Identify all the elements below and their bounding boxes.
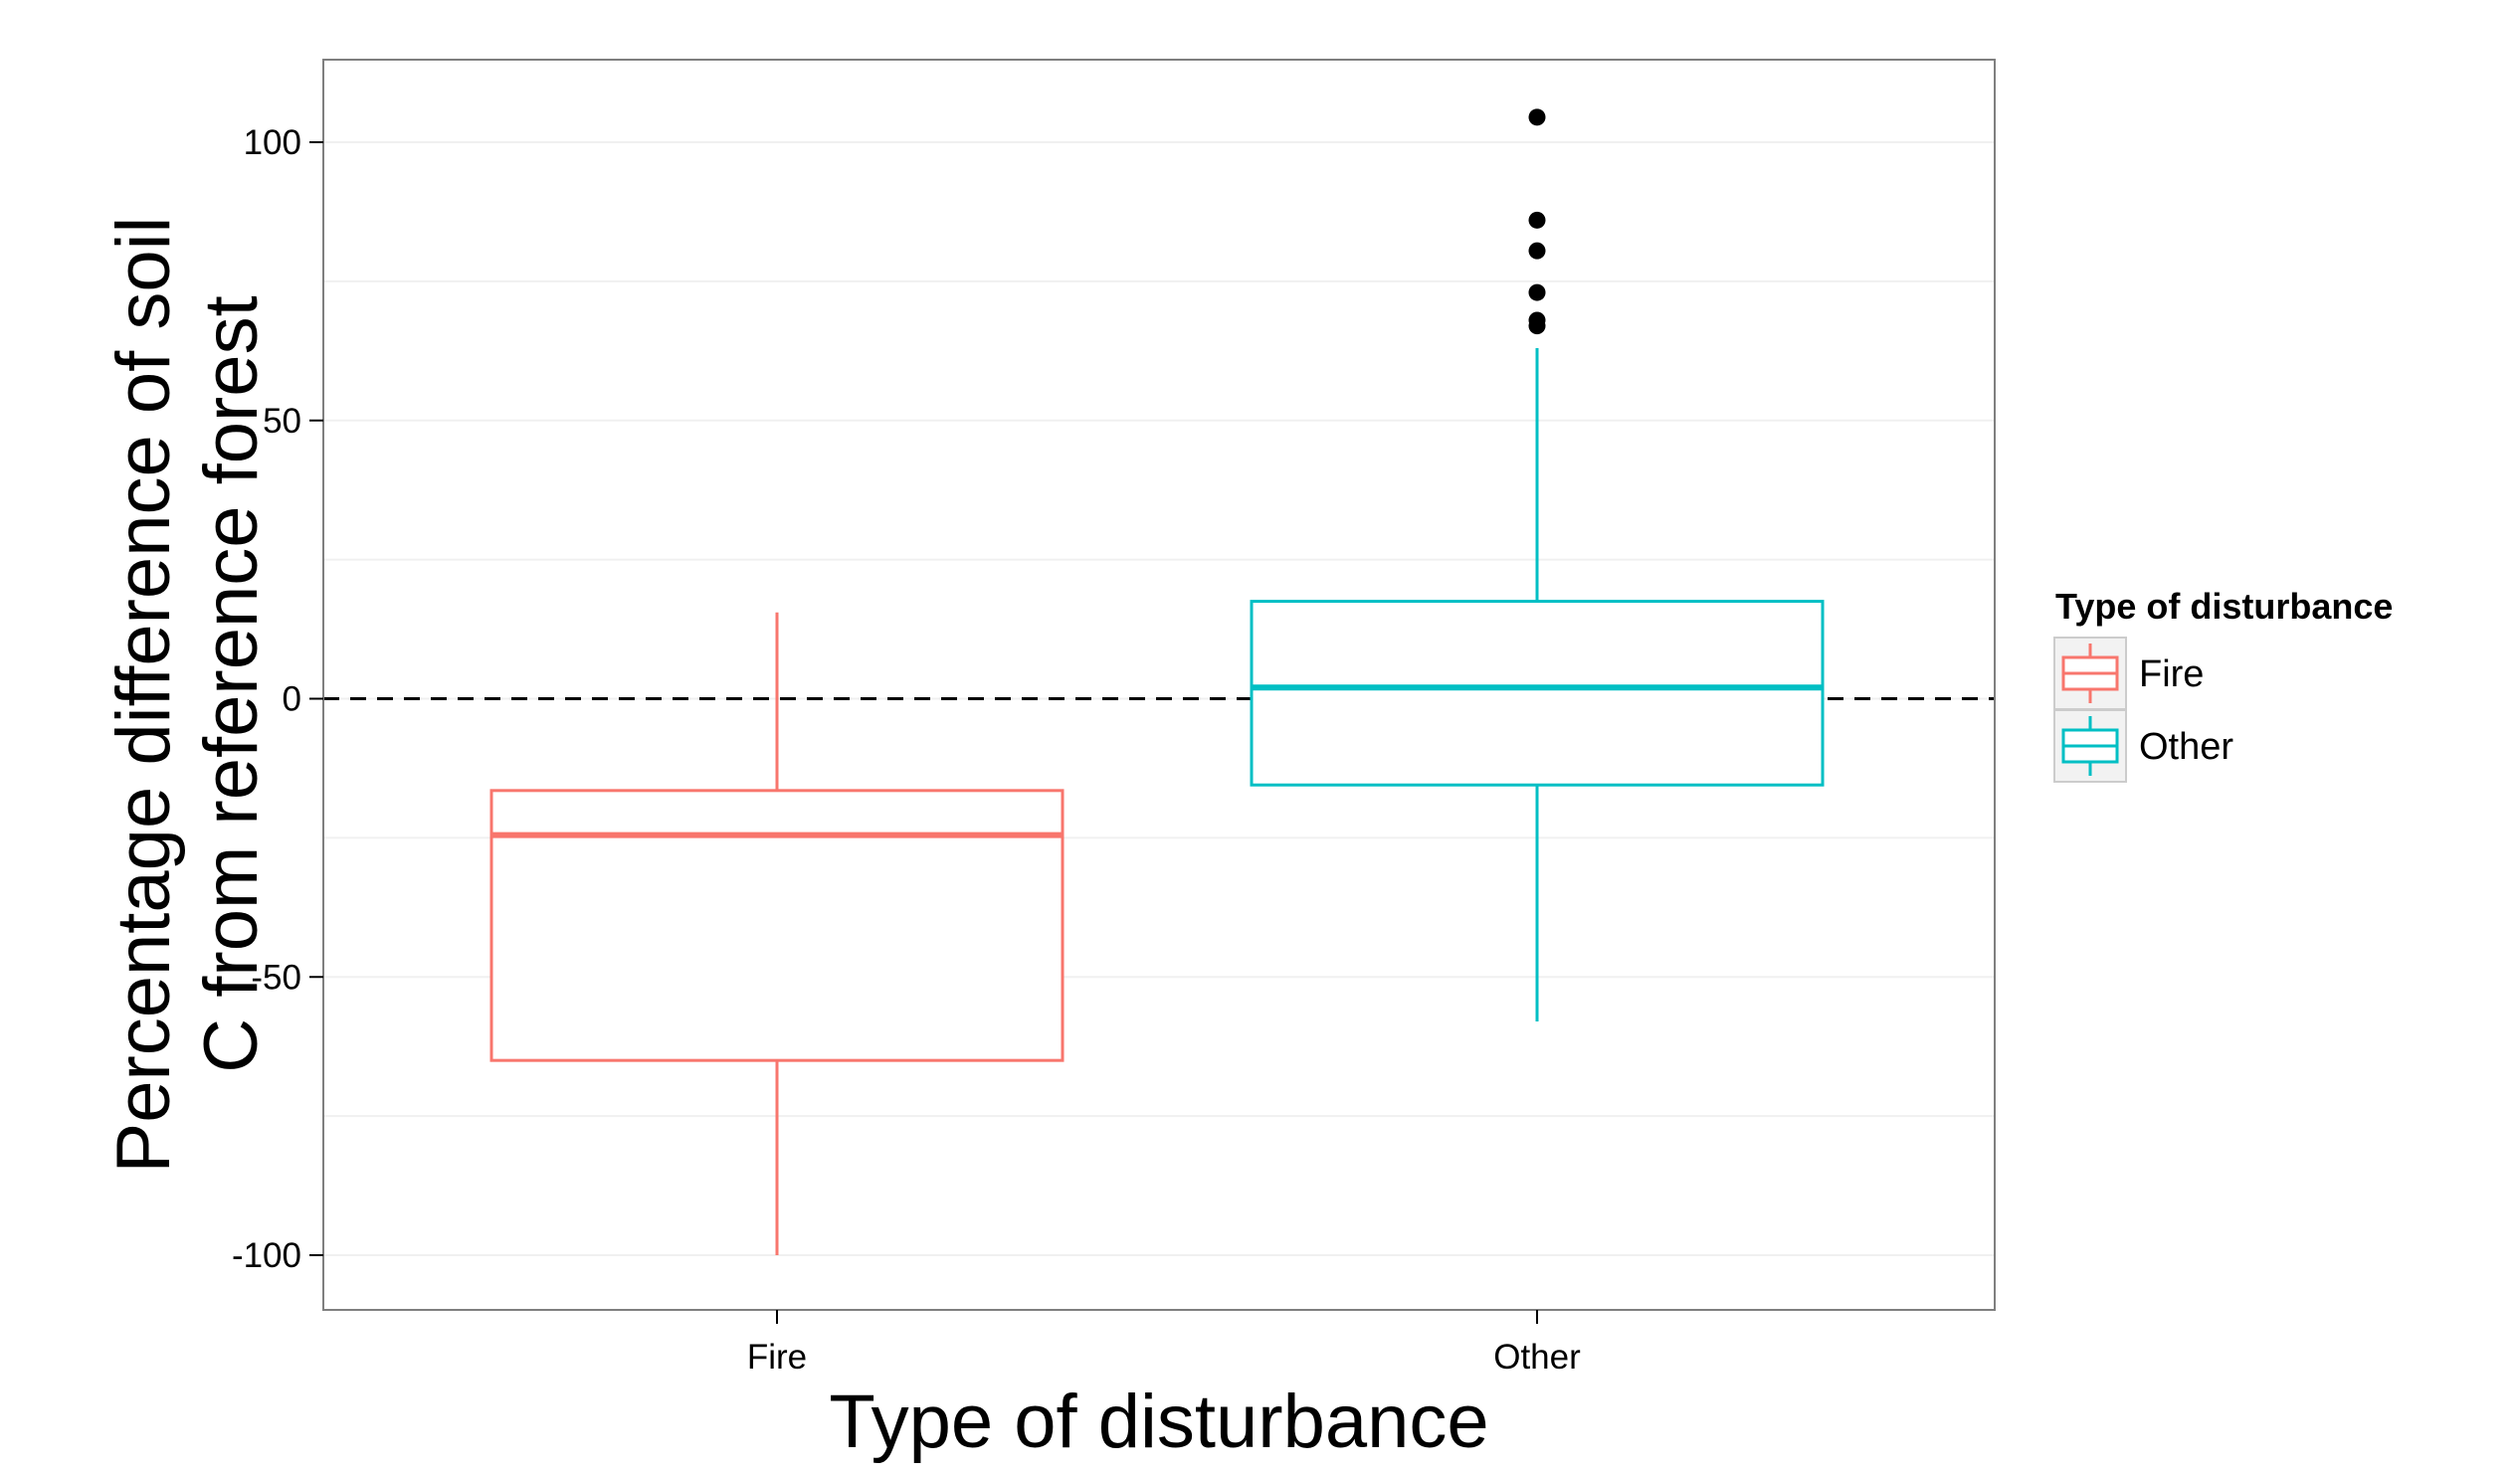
legend-entry-other: Other bbox=[2053, 709, 2233, 783]
outlier-point-other-0 bbox=[1528, 108, 1546, 126]
outlier-point-other-5 bbox=[1528, 317, 1546, 335]
outlier-point-other-1 bbox=[1528, 211, 1546, 229]
y-axis-title: Percentage difference of soil C from ref… bbox=[101, 196, 274, 1174]
box-fire bbox=[489, 612, 1065, 1255]
legend-entries: Fire Other bbox=[2053, 637, 2233, 783]
box-series bbox=[489, 108, 1825, 1255]
y-axis-title-line-2: C from reference forest bbox=[189, 295, 274, 1072]
legend: Type of disturbance Fire Other bbox=[2053, 586, 2393, 783]
y-tick-label-2: 0 bbox=[283, 680, 301, 719]
y-tick-label-1: -50 bbox=[251, 958, 301, 997]
legend-label-fire: Fire bbox=[2139, 653, 2204, 695]
y-tick-label-3: 50 bbox=[263, 402, 301, 441]
y-axis-title-line-1: Percentage difference of soil bbox=[101, 217, 186, 1174]
outlier-point-other-2 bbox=[1528, 242, 1546, 260]
iqr-box-other bbox=[1250, 600, 1825, 787]
axes: -100 -50 0 50 100 Fire Other bbox=[232, 123, 1581, 1377]
legend-label-other: Other bbox=[2139, 726, 2233, 768]
legend-title: Type of disturbance bbox=[2055, 586, 2393, 627]
legend-entry-fire: Fire bbox=[2053, 637, 2204, 710]
x-tick-label-1: Other bbox=[1493, 1338, 1581, 1377]
box-other bbox=[1250, 108, 1825, 1022]
y-tick-label-0: -100 bbox=[232, 1236, 301, 1275]
y-tick-label-4: 100 bbox=[244, 123, 301, 162]
x-axis-title: Type of disturbance bbox=[829, 1380, 1488, 1464]
outlier-point-other-3 bbox=[1528, 283, 1546, 301]
iqr-box-fire bbox=[489, 789, 1065, 1062]
plot-panel-border bbox=[322, 59, 1996, 1311]
x-tick-label-0: Fire bbox=[747, 1338, 807, 1377]
